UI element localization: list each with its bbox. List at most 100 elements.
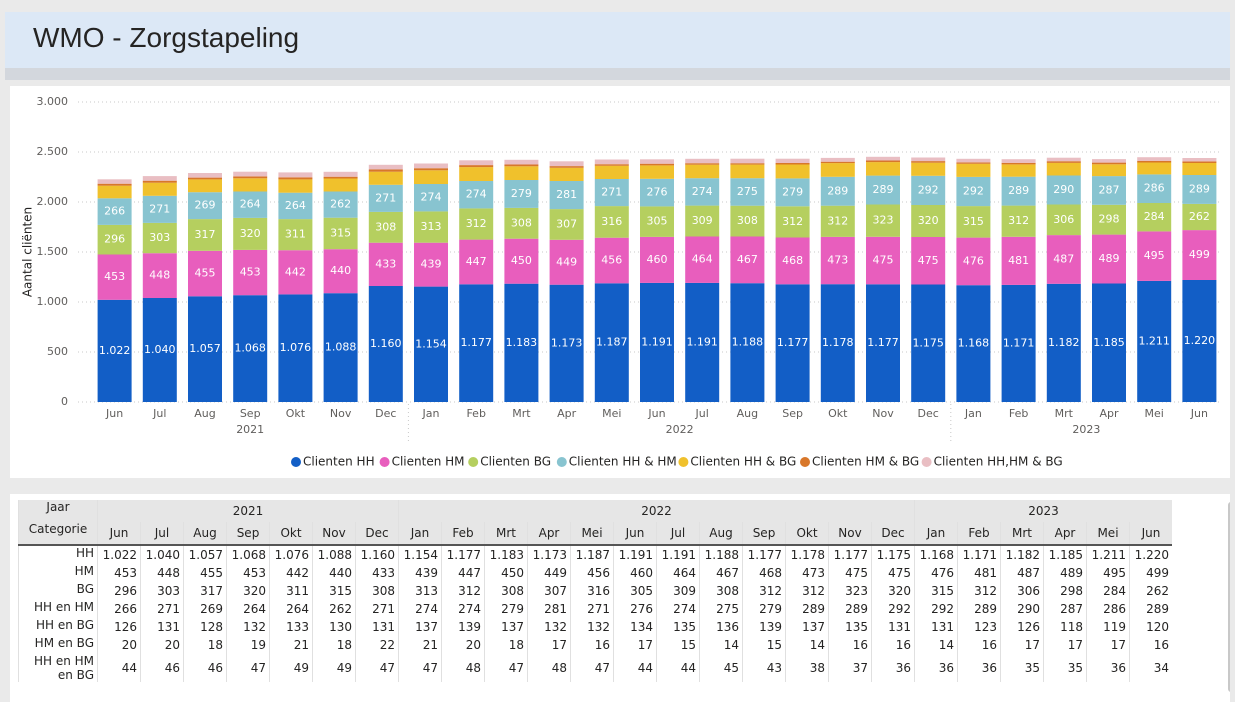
legend-label: Clienten BG: [480, 455, 551, 469]
bar-segment: [594, 206, 629, 238]
table-cell: 320: [871, 582, 915, 600]
bar-segment: [414, 163, 448, 169]
data-label: 456: [601, 254, 622, 267]
scrollbar[interactable]: [1228, 502, 1230, 692]
table-cell: 456: [570, 564, 614, 582]
data-label: 311: [285, 228, 306, 241]
bar-segment: [866, 204, 900, 237]
bar-segment: [775, 284, 810, 402]
bar-segment: [368, 242, 403, 286]
data-label: 323: [873, 214, 894, 227]
data-label: 1.154: [415, 337, 447, 350]
legend-label: Clienten HM & BG: [812, 455, 919, 469]
row-label: BG: [18, 582, 98, 600]
table-cell: 442: [269, 564, 313, 582]
bar-segment: [775, 163, 810, 165]
table-row: HM en BG 20 20 18 19 21 18 22 21 20 18 17 16 17 15 14 15…: [18, 636, 1172, 654]
y-tick-label: 2.000: [37, 195, 69, 208]
table-cell: 119: [1086, 618, 1130, 636]
table-cell: 35: [1043, 654, 1087, 682]
table-cell: 47: [398, 654, 442, 682]
bar-segment: [685, 205, 720, 237]
data-label: 440: [330, 264, 351, 277]
bar-segment: [685, 282, 720, 402]
table-panel: Jaar 2021 2022 2023 Categorie Jun Jul Aug Sep Okt…: [10, 494, 1230, 702]
bar-segment: [549, 181, 584, 210]
bar-segment: [640, 206, 674, 237]
table-cell: 137: [785, 618, 829, 636]
bar-segment: [1046, 161, 1081, 163]
table-cell: 287: [1043, 600, 1087, 618]
x-tick-label: Jan: [422, 407, 440, 420]
month-header: Jul: [656, 522, 700, 546]
table-cell: 131: [140, 618, 184, 636]
table-cell: 1.182: [1000, 545, 1044, 564]
table-cell: 298: [1043, 582, 1087, 600]
bar-segment: [1137, 157, 1172, 161]
bar-segment: [188, 173, 222, 178]
month-header: Mrt: [1000, 522, 1044, 546]
bar-segment: [1001, 284, 1036, 402]
table-cell: 276: [613, 600, 657, 618]
bar-segment: [97, 198, 132, 225]
x-tick-label: Mei: [1145, 407, 1164, 420]
bar-segment: [1092, 176, 1126, 205]
table-cell: 137: [484, 618, 528, 636]
bar-segment: [1092, 234, 1126, 284]
table-cell: 19: [226, 636, 270, 654]
data-label: 317: [195, 228, 216, 241]
data-label: 303: [149, 231, 170, 244]
table-cell: 296: [97, 582, 141, 600]
bar-segment: [504, 180, 539, 208]
bar-segment: [1092, 159, 1126, 163]
table-cell: 44: [97, 654, 141, 682]
table-cell: 453: [226, 564, 270, 582]
table-cell: 448: [140, 564, 184, 582]
data-label: 274: [466, 188, 487, 201]
data-label: 290: [1053, 183, 1074, 196]
bar-segment: [414, 242, 448, 287]
row-label: HH en HM en BG: [18, 654, 98, 682]
table-cell: 303: [140, 582, 184, 600]
table-cell: 453: [97, 564, 141, 582]
bar-segment: [1001, 162, 1036, 165]
table-row: HH en HM 266 271 269 264 264 262 271 274 274 279 28…: [18, 600, 1172, 618]
data-label: 289: [827, 184, 848, 197]
data-label: 262: [1189, 210, 1210, 223]
bar-segment: [549, 167, 584, 181]
data-label: 1.183: [506, 336, 538, 349]
bar-segment: [1046, 162, 1081, 176]
data-label: 1.088: [325, 341, 357, 354]
bar-segment: [911, 175, 946, 205]
table-cell: 476: [914, 564, 958, 582]
table-cell: 271: [570, 600, 614, 618]
legend-marker: [379, 457, 390, 467]
bar-segment: [685, 178, 720, 206]
bar-segment: [278, 294, 313, 402]
table-cell: 264: [269, 600, 313, 618]
bar-segment: [1137, 160, 1172, 163]
table-cell: 262: [1129, 582, 1172, 600]
table-row: HH en BG 126 131 128 132 133 130 131 137 139 137 13…: [18, 618, 1172, 636]
x-tick-label: Aug: [194, 407, 215, 420]
legend-marker: [291, 457, 301, 467]
bar-segment: [640, 282, 674, 402]
month-header: Jan: [914, 522, 958, 546]
bar-segment: [278, 179, 313, 193]
bar-segment: [323, 191, 358, 218]
data-label: 1.168: [958, 337, 990, 350]
table-cell: 18: [183, 636, 227, 654]
bar-segment: [549, 161, 584, 167]
data-label: 1.171: [1003, 336, 1035, 349]
data-label: 1.076: [280, 341, 312, 354]
bar-segment: [459, 167, 494, 181]
legend-label: Clienten HM: [392, 455, 465, 469]
bar-segment: [233, 295, 268, 402]
data-label: 1.177: [460, 336, 492, 349]
bar-segment: [1182, 158, 1217, 162]
legend-marker: [800, 457, 810, 467]
table-cell: 312: [957, 582, 1001, 600]
table-cell: 323: [828, 582, 872, 600]
data-label: 262: [330, 198, 351, 211]
table-cell: 308: [484, 582, 528, 600]
